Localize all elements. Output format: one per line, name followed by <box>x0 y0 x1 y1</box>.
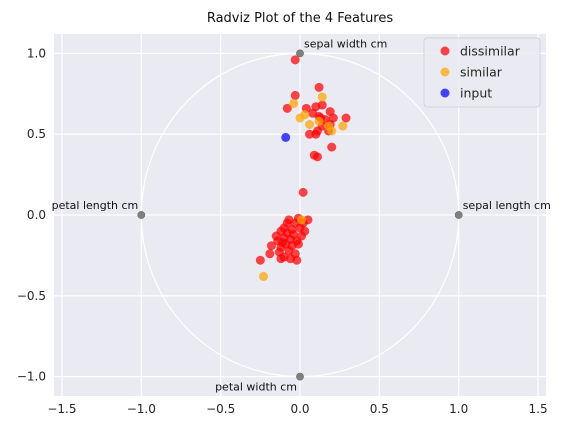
legend: dissimilar similar input <box>423 37 541 108</box>
dissimilar-point <box>266 241 276 251</box>
similar-point <box>289 98 299 108</box>
dissimilar-point <box>276 254 286 264</box>
feature-anchors: sepal width cm sepal length cm petal lengt… <box>52 37 551 393</box>
legend-marker-input <box>440 88 450 98</box>
x-tick-label: 0.5 <box>370 402 389 416</box>
anchor-label: petal width cm <box>215 381 297 394</box>
legend-marker-dissimilar <box>440 46 450 56</box>
dissimilar-point <box>305 129 315 139</box>
similar-point <box>258 271 268 281</box>
axis-ticks: −1.5 −1.0 −0.5 0.0 0.5 1.0 1.5 −1.0 −0.5 0.0 0.5 1.… <box>17 46 548 416</box>
dissimilar-point <box>311 129 321 139</box>
similar-point <box>338 121 348 131</box>
anchor-label: sepal width cm <box>304 37 387 50</box>
similar-point <box>327 126 337 136</box>
dissimilar-point <box>341 113 351 123</box>
dissimilar-point <box>317 100 327 110</box>
dissimilar-point <box>327 142 337 152</box>
similar-point <box>314 116 324 126</box>
y-tick-label: 0.5 <box>27 127 46 141</box>
y-tick-label: −0.5 <box>17 289 46 303</box>
dissimilar-point <box>290 90 300 100</box>
x-tick-label: 1.0 <box>449 402 468 416</box>
legend-box <box>423 37 541 108</box>
anchor-point <box>296 49 304 58</box>
dissimilar-point <box>265 249 275 259</box>
chart-title: Radviz Plot of the 4 Features <box>207 11 394 26</box>
dissimilar-point <box>282 218 292 228</box>
dissimilar-point <box>292 255 302 265</box>
dissimilar-point <box>298 187 308 197</box>
x-tick-label: −1.0 <box>127 402 156 416</box>
similar-point <box>297 215 307 225</box>
anchor-point <box>454 211 463 219</box>
similar-point <box>317 92 327 102</box>
y-tick-label: −1.0 <box>17 370 46 384</box>
dissimilar-point <box>314 82 324 92</box>
legend-label-dissimilar: dissimilar <box>460 44 521 59</box>
dissimilar-point <box>312 152 322 162</box>
legend-label-input: input <box>460 86 492 101</box>
dissimilar-point <box>278 237 288 247</box>
anchor-label: sepal length cm <box>463 199 551 212</box>
y-tick-label: 0.0 <box>27 208 46 222</box>
legend-marker-similar <box>440 67 450 77</box>
dissimilar-point <box>282 103 292 113</box>
x-tick-label: −1.5 <box>47 402 76 416</box>
x-tick-label: 0.0 <box>290 402 309 416</box>
similar-point <box>295 113 305 123</box>
legend-label-similar: similar <box>460 65 503 80</box>
anchor-label: petal length cm <box>52 199 139 212</box>
anchor-point <box>137 211 146 219</box>
x-tick-label: −0.5 <box>206 402 235 416</box>
dissimilar-point <box>290 55 300 65</box>
anchor-point <box>296 372 304 381</box>
y-tick-label: 1.0 <box>27 46 46 60</box>
dissimilar-point <box>271 231 281 241</box>
dissimilar-point <box>255 255 265 265</box>
data-points <box>255 55 351 281</box>
dissimilar-point <box>293 239 303 249</box>
input-point <box>281 132 291 142</box>
x-tick-label: 1.5 <box>529 402 548 416</box>
similar-point <box>305 120 315 129</box>
